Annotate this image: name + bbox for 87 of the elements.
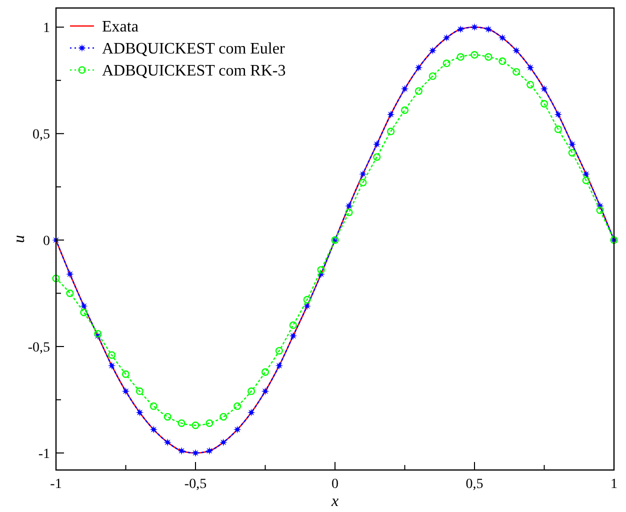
point [582,170,590,178]
x-tick-label: 0,5 [466,477,484,492]
point [373,153,381,161]
point [554,126,562,134]
point [80,308,88,316]
point [66,289,74,298]
point [568,140,576,148]
point [192,421,200,430]
point [428,72,436,80]
point [359,178,367,186]
point [150,426,158,434]
x-tick-label: 1 [610,477,618,492]
point [136,408,144,417]
point [372,140,381,148]
legend-label: ADBQUICKEST com RK-3 [102,62,286,80]
point [498,34,506,42]
point [206,419,214,427]
point [317,266,325,274]
point [289,321,297,330]
point [233,426,242,434]
point [442,34,451,42]
point [275,346,283,355]
point [289,332,298,340]
point [554,110,562,118]
point [80,302,88,310]
point [344,202,353,210]
point [164,412,172,421]
point [108,362,116,370]
point [261,387,270,396]
point [220,412,228,421]
y-tick-label: 1 [43,21,50,36]
point [540,100,548,108]
point [219,438,228,446]
point [484,25,492,34]
point [400,84,409,93]
point [205,446,214,455]
point [150,402,158,410]
x-tick-label: -0,5 [184,477,207,492]
x-tick-label: 0 [332,477,338,492]
point [596,206,604,214]
point [414,64,423,72]
point [275,362,284,370]
point [526,80,534,88]
point [582,176,590,184]
point [470,51,478,59]
point [164,438,172,446]
point [540,84,548,93]
point [358,170,367,178]
point [386,110,395,118]
point [470,23,478,32]
point [248,387,256,396]
point [414,87,422,95]
point [303,302,312,310]
point [526,64,534,72]
point [512,46,520,55]
y-tick-label: 0 [43,234,50,249]
point [484,53,492,61]
point [192,448,200,457]
point [122,370,130,378]
point [261,368,270,376]
point [387,128,395,136]
point [52,274,60,282]
point [345,208,353,216]
point [428,46,437,55]
point [122,387,130,396]
point [568,148,576,157]
point [178,419,186,427]
point [303,296,311,304]
y-tick-label: 0,5 [32,128,50,143]
point [498,57,506,66]
point [66,270,74,278]
point [442,60,450,68]
x-axis-title: x [330,493,339,510]
point [108,351,116,359]
point [456,53,464,61]
y-tick-label: -0,5 [28,340,50,356]
point [400,106,409,114]
point [234,402,242,410]
y-axis-title: u [11,235,28,243]
y-tick-label: -1 [38,446,50,462]
point [512,68,520,76]
point [136,387,144,396]
point [456,25,465,34]
legend-label: Exata [102,18,138,36]
legend-label: ADBQUICKEST com Euler [102,40,286,58]
point [178,446,186,455]
point [247,408,256,417]
